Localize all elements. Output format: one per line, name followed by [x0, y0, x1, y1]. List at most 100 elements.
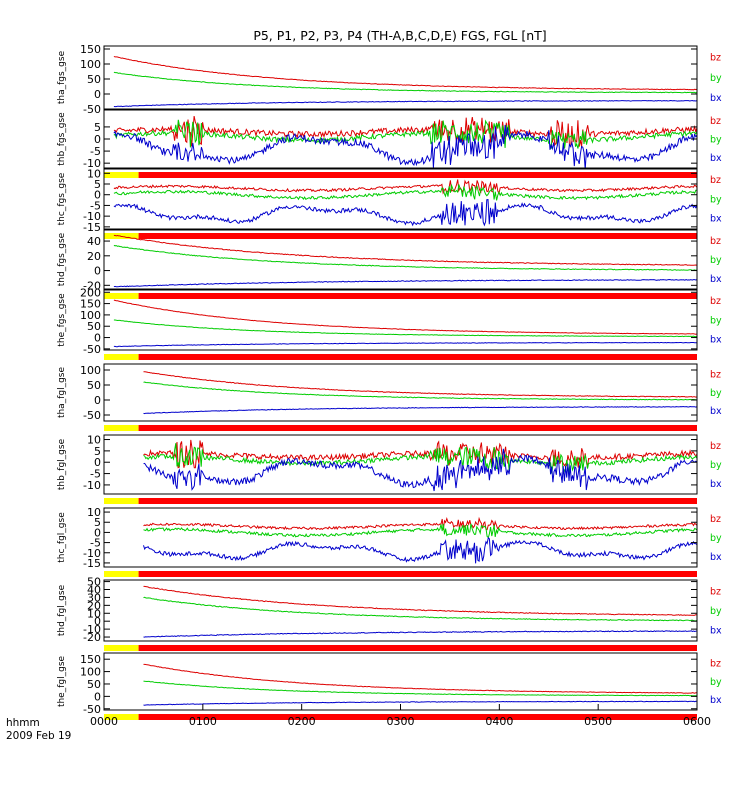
y-axis-label: thb_fgl_gse [57, 438, 67, 490]
flag-bar-yellow [104, 571, 139, 577]
legend-bz: bz [710, 53, 721, 64]
flag-bar-red [138, 293, 697, 299]
panel-frame [103, 507, 698, 568]
flag-bar-red [138, 425, 697, 431]
legend-bz: bz [710, 296, 721, 307]
legend-by: by [710, 533, 722, 544]
legend-bx: bx [710, 274, 722, 285]
y-tick-label: -5 [90, 537, 101, 550]
y-tick-label: -10 [83, 623, 101, 636]
y-tick-label: 5 [94, 121, 101, 134]
y-tick-label: 50 [87, 678, 101, 691]
y-tick-label: 0 [94, 526, 101, 539]
x-tick-label: 0400 [485, 715, 513, 728]
panel-frame [103, 229, 698, 290]
y-tick-label: -10 [83, 547, 101, 560]
y-tick-label: -10 [83, 157, 101, 170]
legend-by: by [710, 388, 722, 399]
series-bz-line [113, 299, 697, 335]
footer-date-label: 2009 Feb 19 [6, 730, 71, 742]
flag-bar-red [138, 172, 697, 178]
y-tick-label: -20 [83, 279, 101, 292]
series-bx-line [143, 405, 697, 415]
y-tick-label: 100 [80, 666, 101, 679]
flag-bar-yellow [104, 172, 139, 178]
series-bz-line [143, 371, 697, 398]
flag-bar-yellow [104, 354, 139, 360]
flag-bar-red [138, 354, 697, 360]
y-tick-label: 0 [94, 189, 101, 202]
series-bx-line [113, 124, 697, 168]
flag-bar-red [138, 714, 697, 720]
x-tick-label: 0000 [90, 715, 118, 728]
series-bz-line [143, 439, 697, 469]
x-tick-label: 0200 [288, 715, 316, 728]
y-tick-label: 50 [87, 320, 101, 333]
panel-tha_fgl_gse: 100 50 0 -50 tha_fgl_gse bz by bx [57, 363, 722, 431]
y-axis-label: tha_fgs_gse [57, 50, 67, 104]
legend-bz: bz [710, 659, 721, 670]
series-by-line [113, 244, 697, 271]
y-axis-label: thd_fgl_gse [57, 584, 67, 636]
x-tick-label: 0600 [683, 715, 711, 728]
y-tick-label: 100 [80, 58, 101, 71]
y-tick-label: 100 [80, 309, 101, 322]
series-bz-line [113, 55, 697, 91]
legend-bx: bx [710, 552, 722, 563]
legend-by: by [710, 194, 722, 205]
y-axis-label: thc_fgs_gse [57, 172, 67, 225]
flag-bar-yellow [104, 425, 139, 431]
y-tick-label: -50 [83, 409, 101, 422]
y-axis-label: thb_fgs_gse [57, 112, 67, 166]
y-tick-label: 5 [94, 516, 101, 529]
y-tick-label: 150 [80, 43, 101, 56]
legend-bx: bx [710, 406, 722, 417]
legend-bz: bz [710, 441, 721, 452]
legend-bx: bx [710, 625, 722, 636]
y-tick-label: 0 [94, 265, 101, 278]
series-by-line [143, 680, 697, 697]
y-tick-label: 0 [94, 456, 101, 469]
y-tick-label: -5 [90, 468, 101, 481]
series-bx-line [143, 630, 697, 638]
y-tick-label: 5 [94, 445, 101, 458]
y-tick-label: 100 [80, 364, 101, 377]
y-tick-label: 150 [80, 298, 101, 311]
series-bx-line [113, 199, 697, 227]
legend-bz: bz [710, 514, 721, 525]
y-tick-label: -5 [90, 199, 101, 212]
legend-bx: bx [710, 695, 722, 706]
y-axis-label: tha_fgl_gse [57, 367, 67, 419]
legend-bx: bx [710, 93, 722, 104]
series-by-line [113, 119, 697, 149]
legend-by: by [710, 255, 722, 266]
legend-by: by [710, 677, 722, 688]
legend-by: by [710, 315, 722, 326]
y-tick-label: 0 [94, 615, 101, 628]
series-by-line [113, 71, 697, 94]
series-bz-line [143, 663, 697, 694]
y-tick-label: 20 [87, 250, 101, 263]
series-bz-line [113, 234, 697, 266]
footer-time-label: hhmm [6, 717, 40, 729]
x-axis: 0000 0100 0200 0300 0400 0500 0600 [90, 704, 711, 728]
flag-bar-yellow [104, 498, 139, 504]
flag-bar-red [138, 233, 697, 239]
y-tick-label: -50 [83, 703, 101, 716]
legend-by: by [710, 134, 722, 145]
y-axis-label: thd_fgs_gse [57, 232, 67, 286]
series-bx-line [113, 99, 697, 108]
flag-bar-red [138, 645, 697, 651]
legend-bz: bz [710, 175, 721, 186]
x-tick-label: 0300 [387, 715, 415, 728]
legend-by: by [710, 606, 722, 617]
y-tick-label: 40 [87, 235, 101, 248]
x-tick-label: 0100 [189, 715, 217, 728]
